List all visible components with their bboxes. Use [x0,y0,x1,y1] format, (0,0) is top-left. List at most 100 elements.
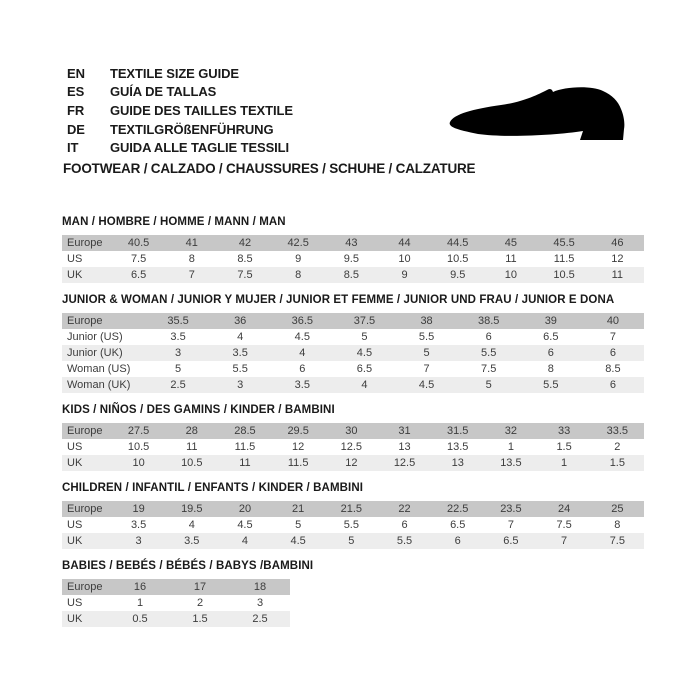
size-cell: 6.5 [503,535,519,547]
size-cell: 4 [361,379,368,391]
size-table-section-babies: BABIES / BEBÉS / BÉBÉS / BABYS /BAMBINI E… [62,560,644,627]
size-cell: 42 [238,237,252,249]
row-label: UK [67,613,83,625]
size-cell: 5.5 [543,379,559,391]
size-cell: 13.5 [447,441,469,453]
size-cell: 28.5 [234,425,256,437]
language-row: DE TEXTILGRÖßENFÜHRUNG [67,120,293,139]
size-cell: 8.5 [237,253,253,265]
language-row: EN TEXTILE SIZE GUIDE [67,64,293,83]
size-cell: 40.5 [127,237,150,249]
size-cell: 1 [136,597,144,609]
size-cell: 3 [135,535,142,547]
size-cell: 30 [345,425,358,437]
size-cell: 9 [295,253,302,265]
size-cell: 0.5 [132,613,148,625]
language-code: FR [67,102,85,118]
table-row: Woman (US) 5 5.5 6 6.5 7 7.5 8 8.5 [62,361,644,377]
size-cell: 6 [609,347,616,359]
table-row: US 3.5 4 4.5 5 5.5 6 6.5 7 7.5 8 [62,517,644,533]
size-cell: 13.5 [500,457,522,469]
size-cell: 6.5 [356,363,373,375]
size-cell: 9 [401,269,408,281]
size-cell: 1 [561,457,568,469]
size-cell: 4.5 [290,535,306,547]
size-cell: 6 [299,363,306,375]
size-cell: 5.5 [481,347,497,359]
size-cell: 4.5 [237,519,253,531]
size-cell: 22.5 [447,503,469,515]
size-cell: 6 [454,535,461,547]
size-cell: 8.5 [605,363,621,375]
size-cell: 20 [238,503,252,515]
size-cell: 6.5 [450,519,466,531]
size-cell: 3.5 [170,331,186,343]
size-cell: 38.5 [477,315,500,327]
language-label: TEXTILE SIZE GUIDE [110,65,239,81]
size-cell: 3.5 [232,347,248,359]
language-label: TEXTILGRÖßENFÜHRUNG [110,121,274,137]
size-cell: 31.5 [447,425,469,437]
size-cell: 1.5 [609,457,625,469]
size-cell: 6 [547,347,554,359]
row-label: Europe [67,581,103,593]
size-cell: 10.5 [447,253,469,265]
size-cell: 3 [237,379,244,391]
shoe-icon [449,87,625,140]
row-label: Europe [67,503,103,515]
row-label: Europe [67,315,103,327]
size-cell: 2 [614,441,621,453]
size-cell: 5.5 [396,535,413,547]
size-cell: 5 [295,519,302,531]
size-cell: 5.5 [343,519,359,531]
size-cell: 4.5 [356,347,373,359]
size-cell: 7 [561,535,568,547]
size-cell: 8 [188,253,195,265]
size-cell: 7 [507,519,514,531]
size-table-section-man: MAN / HOMBRE / HOMME / MANN / MAN Europe 4… [62,216,644,283]
size-cell: 32 [504,425,518,437]
language-code: DE [67,121,85,137]
size-cell: 21 [292,503,305,515]
size-cell: 33 [557,425,571,437]
size-cell: 5.5 [418,331,435,343]
table-title-man: MAN / HOMBRE / HOMME / MANN / MAN [62,216,286,228]
size-cell: 8.5 [343,269,359,281]
row-label: US [67,253,83,265]
table-row: UK 6.5 7 7.5 8 8.5 9 9.5 10 10.5 11 [62,267,644,283]
size-cell: 7.5 [556,519,572,531]
row-label: US [67,519,83,531]
size-cell: 27.5 [127,425,150,437]
language-row: IT GUIDA ALLE TAGLIE TESSILI [67,138,293,157]
size-cell: 1.5 [192,613,208,625]
size-cell: 4.5 [418,379,435,391]
language-label: GUIDE DES TAILLES TEXTILE [110,102,293,118]
size-cell: 10.5 [127,441,150,453]
size-cell: 4 [237,331,244,343]
size-cell: 1.5 [556,441,572,453]
table-row: Europe 19 19.5 20 21 21.5 22 22.5 23.5 24 25 [62,501,644,517]
size-cell: 31 [398,425,411,437]
size-cell: 22 [398,503,411,515]
size-cell: 11.5 [287,457,309,469]
table-row: US 1 2 3 [62,595,290,611]
size-table-section-kids: KIDS / NIÑOS / DES GAMINS / KINDER / BAM… [62,404,644,471]
table-row: UK 0.5 1.5 2.5 [62,611,290,627]
size-cell: 18 [253,581,267,593]
size-cell: 33.5 [606,425,629,437]
size-cell: 3.5 [294,379,310,391]
size-cell: 10.5 [181,457,203,469]
language-list: EN TEXTILE SIZE GUIDE ES GUÍA DE TALLAS … [67,64,293,157]
size-tables-container: MAN / HOMBRE / HOMME / MANN / MAN Europe 4… [62,216,644,638]
size-cell: 12 [345,457,358,469]
size-cell: 11 [611,269,624,281]
size-cell: 6 [485,331,492,343]
row-label: UK [67,457,83,469]
language-code: EN [67,65,85,81]
table-row: Europe 27.5 28 28.5 29.5 30 31 31.5 32 33 33.5 [62,423,644,439]
row-label: UK [67,535,83,547]
size-cell: 44 [398,237,411,249]
language-code: IT [67,140,79,156]
size-cell: 11.5 [234,441,256,453]
